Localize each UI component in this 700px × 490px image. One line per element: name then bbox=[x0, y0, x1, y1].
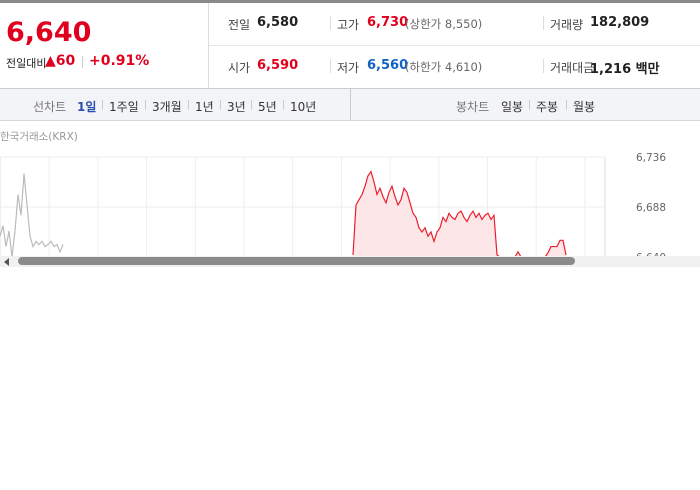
change-rate: +0.91% bbox=[89, 53, 150, 69]
period-tab[interactable]: 1년 bbox=[195, 100, 214, 114]
period-tab[interactable]: 일봉 bbox=[501, 100, 524, 114]
stat-value: 182,809 bbox=[590, 15, 650, 30]
period-tab[interactable]: 주봉 bbox=[536, 100, 559, 114]
stat-label: 거래대금 bbox=[550, 61, 595, 75]
tab-sep bbox=[283, 100, 284, 110]
cell-divider bbox=[330, 59, 331, 73]
line bbox=[352, 170, 567, 256]
tab-sep bbox=[188, 100, 189, 110]
period-tab[interactable]: 월봉 bbox=[573, 100, 596, 114]
divider bbox=[82, 56, 83, 68]
y-tick-label: 6,640 bbox=[636, 252, 666, 256]
area bbox=[353, 171, 566, 256]
cell-divider bbox=[330, 16, 331, 30]
scroll-left-arrow[interactable] bbox=[4, 258, 9, 266]
period-tab[interactable]: 1일 bbox=[77, 100, 97, 114]
tab-label: 봉차트 bbox=[456, 100, 490, 114]
y-tick-label: 6,688 bbox=[636, 202, 666, 214]
period-tab[interactable]: 5년 bbox=[258, 100, 277, 114]
tab-sep bbox=[529, 100, 530, 110]
y-tick-label: 6,736 bbox=[636, 152, 666, 164]
period-tab[interactable]: 3년 bbox=[227, 100, 246, 114]
stat-label: 전일 bbox=[228, 18, 251, 32]
tab-sep bbox=[102, 100, 103, 110]
stat-label: 고가 bbox=[337, 18, 360, 32]
stat-value: 6,730 bbox=[367, 15, 409, 30]
tab-bar: 선차트 1일 1주일 3개월 1년 3년 5년 10년 봉차트 일봉 주봉 월봉 bbox=[0, 88, 700, 121]
stat-label: 거래량 bbox=[550, 18, 584, 32]
top-border bbox=[0, 0, 700, 3]
stat-note: (하한가 4,610) bbox=[405, 60, 483, 74]
chart: 한국거래소(KRX) 6,736 6,688 6,640 bbox=[0, 131, 666, 256]
plot: 6,736 6,688 6,640 bbox=[0, 152, 666, 256]
scrollbar[interactable] bbox=[0, 256, 700, 267]
price: 6,640 bbox=[6, 17, 92, 48]
stat-note: (상한가 8,550) bbox=[405, 17, 483, 31]
stat-label: 시가 bbox=[228, 61, 251, 75]
tab-sep bbox=[220, 100, 221, 110]
stat-value: 6,590 bbox=[257, 58, 299, 73]
tab-sep bbox=[566, 100, 567, 110]
quote-box: 6,640 전일대비 ▲60 +0.91% bbox=[0, 3, 209, 88]
period-tab[interactable]: 3개월 bbox=[152, 100, 182, 114]
scroll-thumb[interactable] bbox=[18, 257, 575, 265]
stat-value: 6,580 bbox=[257, 15, 299, 30]
cell-divider bbox=[543, 59, 544, 73]
tab-label: 선차트 bbox=[33, 100, 67, 114]
cell-divider bbox=[543, 16, 544, 30]
tab-sep bbox=[251, 100, 252, 110]
tab-divider bbox=[350, 89, 351, 120]
tab-sep bbox=[145, 100, 146, 110]
line bbox=[0, 173, 64, 256]
change-label: 전일대비 bbox=[6, 57, 47, 70]
row-divider bbox=[209, 45, 700, 46]
chart-source: 한국거래소(KRX) bbox=[0, 131, 78, 143]
change: ▲60 bbox=[45, 53, 76, 69]
stat-label: 저가 bbox=[337, 61, 360, 75]
period-tab[interactable]: 1주일 bbox=[109, 100, 139, 114]
period-tab[interactable]: 10년 bbox=[290, 100, 317, 114]
stat-value: 1,216 백만 bbox=[590, 62, 660, 77]
stat-value: 6,560 bbox=[367, 58, 409, 73]
